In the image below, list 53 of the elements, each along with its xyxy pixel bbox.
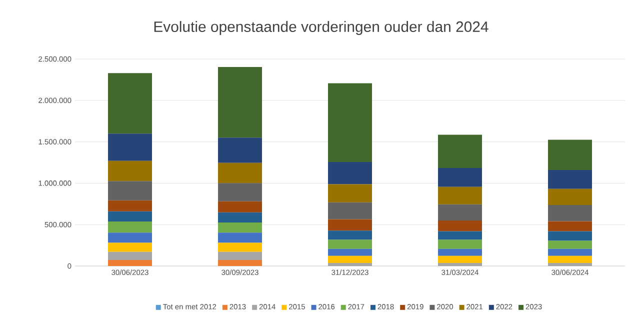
- bar: [548, 205, 592, 222]
- bar: [108, 73, 152, 134]
- bar: [548, 221, 592, 232]
- bar: [548, 262, 592, 266]
- bar: [438, 231, 482, 240]
- bar: [548, 188, 592, 206]
- bar: [218, 66, 262, 138]
- bar: [218, 212, 262, 223]
- bar: [328, 219, 372, 231]
- bar: [218, 222, 262, 233]
- bar: [328, 162, 372, 184]
- bar: [328, 202, 372, 220]
- bar: [328, 184, 372, 202]
- bar: [218, 138, 262, 163]
- bar: [548, 231, 592, 241]
- bar: [548, 256, 592, 263]
- bar: [108, 222, 152, 233]
- bar: [438, 262, 482, 266]
- bar: [218, 201, 262, 212]
- bar: [438, 204, 482, 221]
- bar: [438, 186, 482, 204]
- chart-title: Evolutie openstaande vorderingen ouder dan 2024: [154, 21, 488, 35]
- bar: [108, 232, 152, 243]
- bar: [328, 256, 372, 263]
- bar: [218, 183, 262, 202]
- bar: [328, 240, 372, 249]
- bar: [108, 200, 152, 212]
- bar: [328, 230, 372, 240]
- bar: [548, 240, 592, 249]
- bar: [218, 252, 262, 260]
- bar: [438, 134, 482, 168]
- bar: [328, 248, 372, 256]
- bar: [438, 220, 482, 232]
- bar: [218, 242, 262, 252]
- bar: [328, 262, 372, 266]
- bar: [108, 181, 152, 200]
- bar: [548, 140, 592, 170]
- bar: [438, 256, 482, 263]
- bar: [218, 260, 262, 266]
- bar: [108, 211, 152, 222]
- bar: [108, 160, 152, 182]
- bar: [548, 248, 592, 256]
- bar: [218, 162, 262, 184]
- bar: [328, 83, 372, 162]
- bar: [108, 252, 152, 260]
- bar: [218, 232, 262, 243]
- bar: [548, 170, 592, 189]
- bar: [108, 242, 152, 252]
- bar: [108, 260, 152, 266]
- bar: [438, 248, 482, 256]
- bar: [108, 134, 152, 161]
- bar: [438, 240, 482, 249]
- bar: [438, 168, 482, 187]
